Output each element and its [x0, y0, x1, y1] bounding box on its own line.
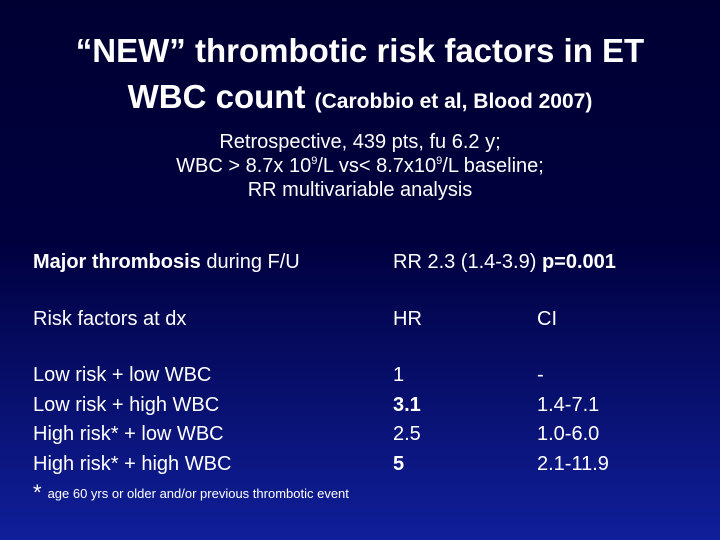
subtitle-line-3: RR multivariable analysis [247, 179, 473, 201]
table-row-hr: 3.1 [393, 393, 421, 416]
rr-text: RR 2.3 (1.4-3.9) [393, 251, 542, 273]
footnote-asterisk: * [33, 480, 42, 505]
major-thrombosis-rest: during F/U [200, 251, 300, 273]
major-thrombosis-rr: RR 2.3 (1.4-3.9) p=0.001 [393, 251, 616, 274]
title-line-2: WBC count (Carobbio et al, Blood 2007) [0, 74, 720, 125]
subtitle-line-2c: /L baseline; [442, 155, 544, 177]
table-row-label: High risk* + low WBC [33, 423, 224, 445]
title-citation: (Carobbio et al, Blood 2007) [314, 90, 593, 113]
header-ci: CI [537, 308, 557, 330]
header-risk-factors: Risk factors at dx [33, 308, 187, 330]
table-row-label: Low risk + low WBC [33, 364, 212, 386]
table-row-ci: 1.4-7.1 [537, 393, 600, 416]
hr-column: 1 3.1 2.5 5 [393, 361, 421, 479]
superscript-2: 9 [436, 155, 443, 167]
p-value: p=0.001 [541, 251, 616, 273]
ci-column: - 1.4-7.1 1.0-6.0 2.1-11.9 [537, 361, 609, 479]
table-row-hr: 5 [393, 452, 405, 475]
header-hr: HR [393, 308, 422, 330]
title-line-2-main: WBC count [127, 78, 315, 115]
subtitle-line-2: WBC > 8.7x 109/L vs< 8.7x109/L baseline; [0, 154, 720, 178]
table-row-ci: 1.0-6.0 [537, 423, 600, 445]
major-thrombosis-label: Major thrombosis during F/U [33, 251, 300, 274]
subtitle-line-2b: /L vs< 8.7x10 [317, 155, 437, 177]
footnote-text: age 60 yrs or older and/or previous thro… [47, 486, 349, 501]
footnote: * age 60 yrs or older and/or previous thr… [33, 480, 349, 506]
superscript-1: 9 [311, 155, 318, 167]
subtitle: Retrospective, 439 pts, fu 6.2 y; WBC > … [0, 130, 720, 202]
subtitle-line-2a: WBC > 8.7x 10 [176, 155, 312, 177]
table-row-label: High risk* + high WBC [33, 452, 232, 475]
table-row-ci: - [537, 364, 544, 386]
table-row-ci: 2.1-11.9 [537, 452, 609, 475]
risk-factor-column: Low risk + low WBC Low risk + high WBC H… [33, 361, 231, 479]
table-row-label: Low risk + high WBC [33, 393, 220, 416]
major-thrombosis-bold: Major thrombosis [33, 251, 201, 273]
title-line-1: “NEW” thrombotic risk factors in ET [75, 32, 645, 69]
slide-title: “NEW” thrombotic risk factors in ET WBC … [0, 28, 720, 125]
table-row-hr: 2.5 [393, 423, 421, 445]
table-row-hr: 1 [393, 364, 405, 386]
subtitle-line-1: Retrospective, 439 pts, fu 6.2 y; [219, 131, 501, 153]
